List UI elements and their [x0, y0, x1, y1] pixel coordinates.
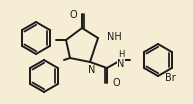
- Text: N: N: [88, 65, 96, 75]
- Text: Br: Br: [165, 73, 176, 83]
- Text: NH: NH: [107, 32, 122, 42]
- Text: H: H: [118, 50, 124, 59]
- Text: N: N: [117, 59, 125, 69]
- Text: O: O: [69, 10, 77, 20]
- Text: O: O: [113, 78, 121, 88]
